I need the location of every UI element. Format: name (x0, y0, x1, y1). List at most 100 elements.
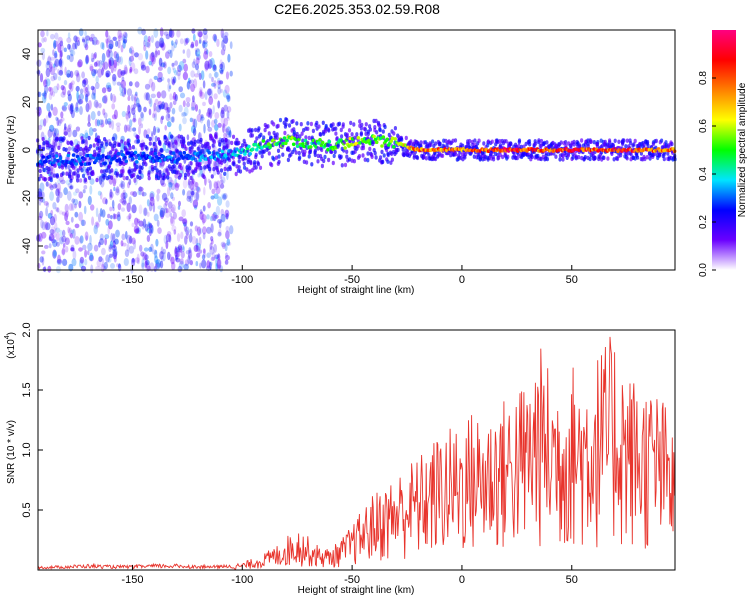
heatmap-cell (253, 142, 258, 147)
heatmap-halo (212, 139, 216, 144)
heatmap-speckle (78, 99, 84, 105)
heatmap-speckle (183, 38, 187, 46)
heatmap-halo (42, 167, 46, 173)
heatmap-speckle (128, 47, 133, 54)
heatmap-speckle (156, 188, 161, 194)
heatmap-speckle (67, 226, 70, 234)
heatmap-halo (187, 141, 191, 146)
heatmap-speckle (182, 217, 188, 226)
heatmap-speckle (186, 229, 189, 240)
heatmap-halo (178, 172, 183, 178)
heatmap-speckle (127, 181, 130, 189)
heatmap-speckle (107, 226, 110, 235)
heatmap-speckle (144, 223, 149, 232)
heatmap-speckle (58, 59, 63, 65)
heatmap-halo (147, 172, 151, 177)
heatmap-speckle (194, 73, 200, 78)
heatmap-speckle (67, 32, 71, 39)
heatmap-speckle (229, 225, 234, 235)
heatmap-speckle (47, 56, 52, 65)
heatmap-speckle (52, 249, 57, 259)
heatmap-halo (298, 155, 302, 160)
heatmap-speckle (68, 82, 73, 90)
heatmap-speckle (157, 100, 163, 109)
heatmap-speckle (121, 70, 127, 75)
heatmap-speckle (142, 252, 147, 261)
heatmap-speckle (70, 109, 75, 119)
heatmap-speckle (112, 206, 115, 212)
heatmap-speckle (111, 245, 117, 252)
heatmap-speckle (108, 246, 112, 253)
heatmap-speckle (62, 106, 67, 112)
heatmap-speckle (150, 130, 154, 137)
heatmap-halo (396, 147, 400, 153)
heatmap-cell (57, 162, 61, 166)
heatmap-speckle (95, 266, 101, 271)
heatmap-speckle (119, 183, 124, 188)
heatmap-speckle (114, 238, 119, 245)
heatmap-halo (646, 143, 650, 148)
heatmap-halo (126, 138, 130, 144)
heatmap-halo (53, 173, 57, 178)
heatmap-halo (643, 156, 647, 162)
heatmap-speckle (128, 178, 132, 186)
heatmap-speckle (128, 126, 133, 133)
heatmap-halo (559, 140, 563, 145)
heatmap-speckle (105, 254, 110, 263)
heatmap-speckle (222, 192, 228, 200)
heatmap-speckle (213, 35, 217, 43)
heatmap-halo (46, 140, 50, 145)
heatmap-halo (378, 127, 382, 133)
heatmap-halo (86, 171, 90, 176)
heatmap-speckle (90, 264, 94, 274)
heatmap-speckle (84, 91, 90, 98)
heatmap-speckle (150, 93, 156, 99)
heatmap-halo (589, 139, 593, 144)
heatmap-speckle (49, 61, 53, 69)
heatmap-speckle (120, 197, 127, 205)
heatmap-speckle (120, 180, 126, 190)
heatmap-speckle (198, 90, 203, 98)
x-tick-label: -50 (344, 274, 360, 286)
heatmap-halo (340, 134, 344, 139)
heatmap-speckle (189, 195, 193, 204)
heatmap-speckle (58, 69, 64, 76)
heatmap-halo (355, 132, 359, 137)
heatmap-halo (379, 155, 383, 160)
heatmap-speckle (179, 258, 184, 265)
heatmap-speckle (81, 36, 86, 42)
heatmap-speckle (47, 212, 53, 219)
heatmap-halo (277, 159, 281, 165)
heatmap-speckle (62, 86, 67, 96)
heatmap-speckle (175, 254, 178, 261)
heatmap-speckle (48, 233, 55, 242)
heatmap-halo (592, 140, 596, 145)
heatmap-speckle (115, 186, 120, 194)
heatmap-speckle (50, 103, 54, 111)
heatmap-speckle (195, 261, 199, 267)
heatmap-speckle (115, 53, 120, 62)
heatmap-halo (262, 135, 266, 140)
snr-x-label: Height of straight line (km) (298, 585, 415, 596)
heatmap-halo (352, 122, 356, 127)
heatmap-speckle (121, 233, 126, 241)
heatmap-speckle (197, 30, 203, 38)
heatmap-halo (293, 147, 297, 152)
heatmap-speckle (112, 213, 116, 220)
heatmap-speckle (95, 82, 100, 90)
heatmap-halo (100, 141, 104, 146)
heatmap-halo (99, 162, 103, 168)
heatmap-speckle (171, 107, 176, 115)
heatmap-speckle (80, 265, 87, 272)
heatmap-speckle (162, 251, 166, 262)
heatmap-speckle (117, 35, 123, 41)
heatmap-speckle (177, 245, 183, 253)
heatmap-speckle (64, 66, 67, 76)
heatmap-speckle (84, 132, 89, 139)
heatmap-speckle (105, 118, 108, 125)
heatmap-speckle (220, 28, 224, 39)
heatmap-speckle (147, 221, 151, 227)
heatmap-speckle (117, 39, 121, 49)
heatmap-speckle (92, 36, 98, 46)
heatmap-speckle (213, 180, 218, 189)
